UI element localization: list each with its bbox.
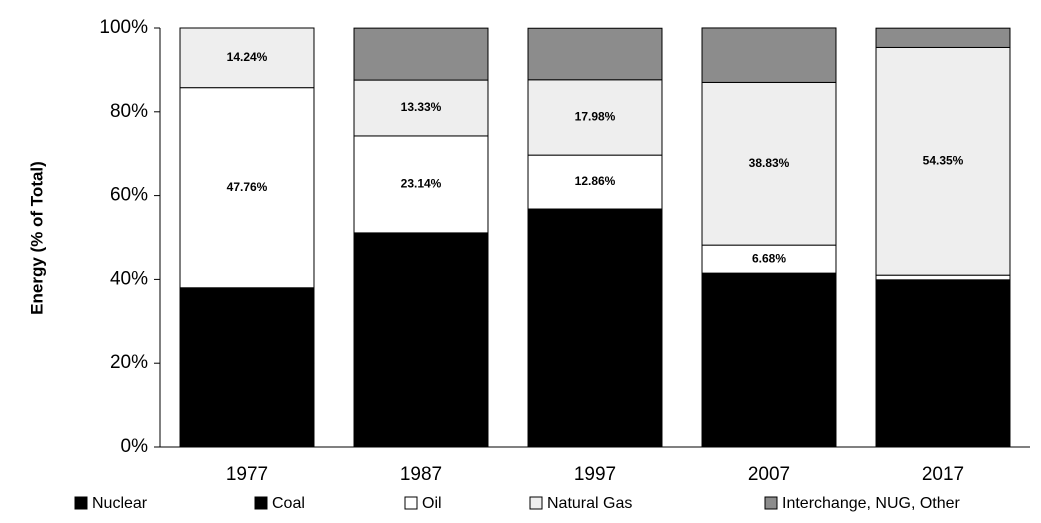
value-label: 38.83%: [749, 156, 790, 170]
bar-segment: [875, 333, 1011, 448]
bar-segment: [527, 27, 663, 81]
y-tick-label: 0%: [121, 436, 149, 457]
bar-segment: [527, 154, 663, 210]
y-axis-label: Energy (% of Total): [27, 161, 46, 315]
bar-segment: [875, 46, 1011, 276]
value-label: 23.14%: [401, 177, 442, 191]
legend-swatch: [254, 496, 268, 510]
y-tick-label: 80%: [110, 101, 148, 122]
bar-segment: [701, 27, 837, 83]
y-tick-label: 20%: [110, 352, 148, 373]
bar-segment: [701, 272, 837, 335]
bar-segment: [353, 27, 489, 81]
legend-swatch: [74, 496, 88, 510]
bar-segment: [701, 81, 837, 246]
bar-segment: [179, 287, 315, 364]
y-tick-label: 100%: [99, 17, 148, 38]
bar-segment: [353, 135, 489, 234]
bar-segment: [179, 362, 315, 448]
value-label: 14.24%: [227, 50, 268, 64]
bar-segment: [353, 79, 489, 137]
y-tick-label: 60%: [110, 185, 148, 206]
value-label: 13.33%: [401, 100, 442, 114]
value-label: 12.86%: [575, 174, 616, 188]
value-label: 6.68%: [752, 251, 786, 265]
legend-label: Interchange, NUG, Other: [782, 495, 961, 512]
bar-segment: [875, 27, 1011, 48]
x-tick-label: 1997: [574, 464, 616, 485]
value-label: 17.98%: [575, 110, 616, 124]
bar-segment: [353, 320, 489, 448]
legend-label: Coal: [272, 495, 305, 512]
x-tick-label: 2007: [748, 464, 790, 485]
bar-segment: [527, 299, 663, 448]
legend-label: Natural Gas: [547, 495, 632, 512]
legend-swatch: [529, 496, 543, 510]
bar-segment: [179, 87, 315, 289]
y-tick-label: 40%: [110, 268, 148, 289]
legend-label: Nuclear: [92, 495, 148, 512]
value-label: 54.35%: [923, 153, 964, 167]
bar-segment: [353, 232, 489, 322]
value-label: 47.76%: [227, 180, 268, 194]
bar-segment: [527, 208, 663, 301]
legend-swatch: [764, 496, 778, 510]
x-tick-label: 1987: [400, 464, 442, 485]
bar-segment: [701, 333, 837, 448]
legend-swatch: [404, 496, 418, 510]
x-tick-label: 2017: [922, 464, 964, 485]
x-tick-label: 1977: [226, 464, 268, 485]
legend-label: Oil: [422, 495, 442, 512]
bar-segment: [179, 27, 315, 89]
bar-segment: [875, 279, 1011, 335]
